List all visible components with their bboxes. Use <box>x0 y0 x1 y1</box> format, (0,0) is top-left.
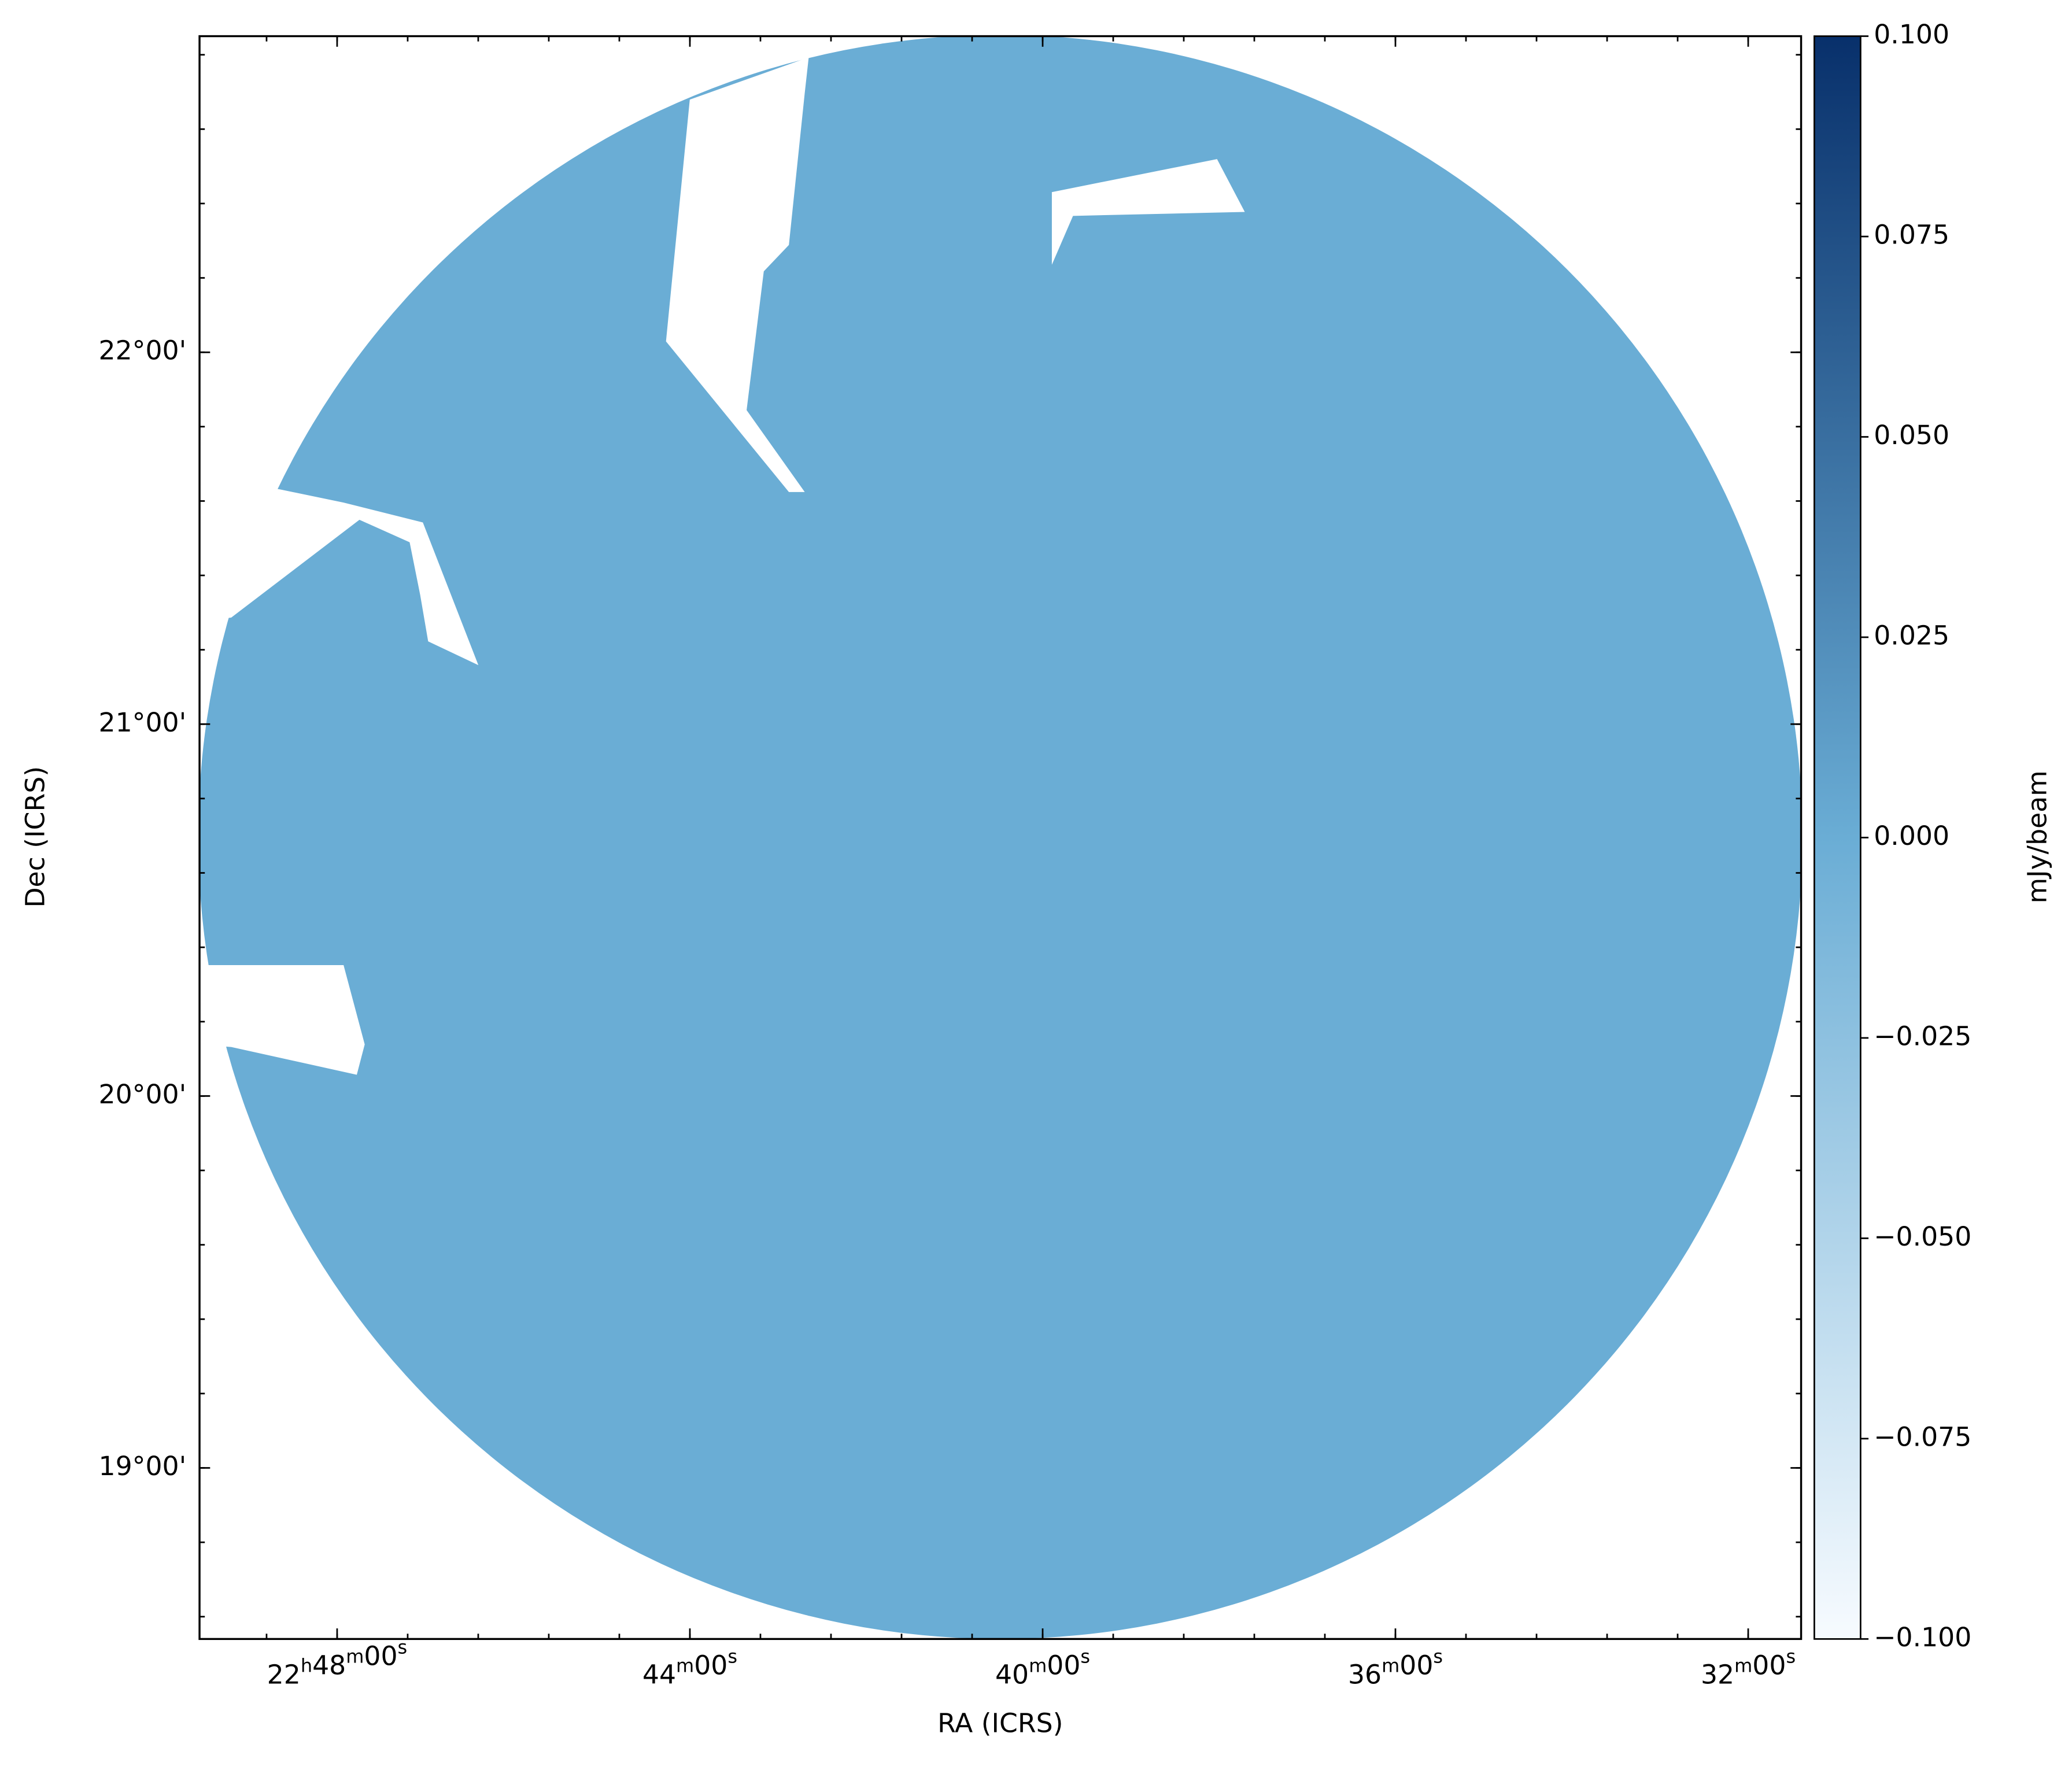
x-axis-label: RA (ICRS) <box>937 1708 1063 1738</box>
x-tick-label: 36m00s <box>1348 1645 1443 1689</box>
image-gaps <box>200 57 1245 1075</box>
colorbar-tick-label: 0.000 <box>1874 821 1949 851</box>
y-tick-label: 20°00' <box>99 1079 187 1110</box>
y-tick-label: 21°00' <box>99 707 187 738</box>
colorbar-tick-label: 0.075 <box>1874 220 1949 250</box>
colorbar-tick-label: 0.100 <box>1874 19 1949 50</box>
colorbar-tick-label: 0.025 <box>1874 620 1949 651</box>
colorbar-label: mJy/beam <box>2022 770 2052 903</box>
x-tick-label: 44m00s <box>642 1645 737 1689</box>
colorbar-tick-label: −0.025 <box>1874 1021 1971 1051</box>
colorbar-tick-label: −0.075 <box>1874 1421 1971 1452</box>
y-tick-label: 19°00' <box>99 1451 187 1481</box>
image-footprint <box>200 36 1801 1639</box>
axes-frame <box>198 35 1803 1641</box>
x-tick-label: 32m00s <box>1701 1645 1796 1689</box>
y-tick-label: 22°00' <box>99 335 187 366</box>
colorbar-tick-label: −0.050 <box>1874 1221 1971 1252</box>
colorbar <box>1814 35 1862 1640</box>
x-tick-label: 22h48m00s <box>267 1636 408 1689</box>
x-tick-label: 40m00s <box>995 1645 1090 1689</box>
colorbar-tick-label: 0.050 <box>1874 420 1949 450</box>
sky-image <box>200 36 1801 1639</box>
y-axis-label: Dec (ICRS) <box>20 766 50 908</box>
colorbar-tick-label: −0.100 <box>1874 1622 1971 1653</box>
